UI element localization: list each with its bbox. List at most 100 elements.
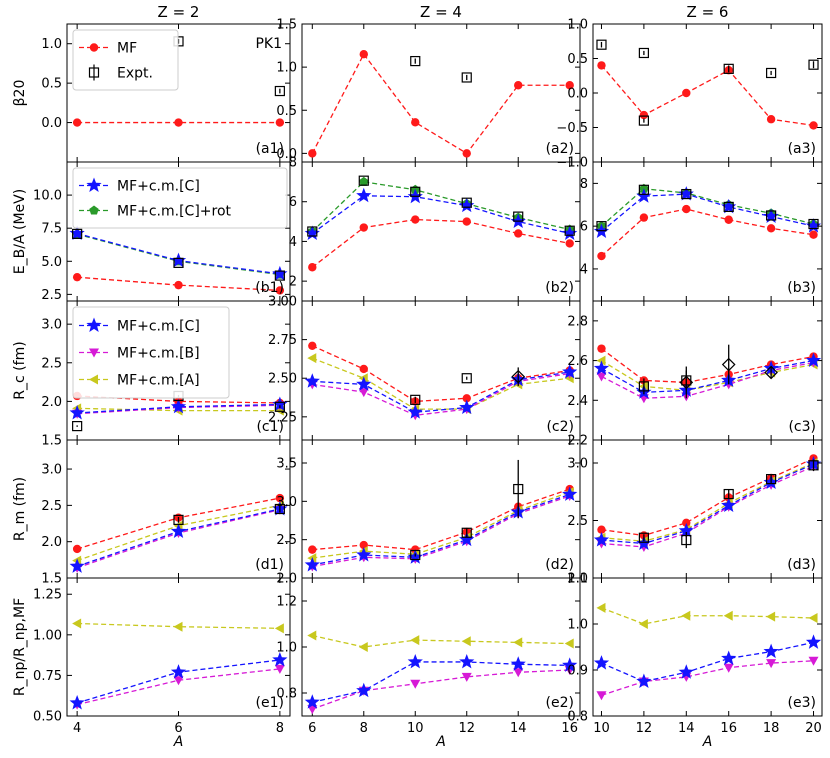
data-point-cmb [596, 372, 607, 382]
y-tick-label: 2.50 [268, 372, 297, 387]
data-point-cmc [721, 497, 737, 513]
panel-b3: 4 6 8 (b3) [580, 161, 823, 302]
panel-label: (b1) [255, 280, 284, 296]
data-point-cmc [356, 376, 372, 391]
series-line-cmc [601, 463, 814, 545]
panel-label: (d3) [787, 557, 816, 573]
x-axis-label: A [702, 734, 713, 750]
y-tick-label: 7.5 [41, 222, 62, 237]
data-point-cmc [593, 532, 610, 547]
y-tick-label: 4 [580, 262, 588, 277]
x-tick-label: 12 [458, 721, 475, 736]
series-line-cma [312, 634, 570, 648]
y-tick-label: 1.0 [276, 641, 297, 656]
data-point-mf [275, 493, 285, 503]
data-point-cmc [459, 653, 475, 669]
x-tick-label: 12 [636, 721, 653, 736]
data-point-mf [682, 204, 691, 214]
y-tick-label: 2.75 [268, 333, 297, 348]
series-line-mf [311, 218, 570, 268]
series-line-cmc [77, 403, 280, 414]
data-point-mf [809, 230, 818, 239]
expt-point [274, 85, 285, 97]
series-line-cmb [601, 465, 814, 548]
expt-point [766, 474, 777, 485]
data-point-mf [809, 121, 818, 130]
data-point-mf [597, 525, 606, 534]
data-point-cmc [562, 657, 578, 672]
data-point-cma [808, 613, 818, 624]
plot-area [308, 49, 574, 158]
data-point-cmc [407, 653, 423, 669]
y-tick-label: 2.8 [567, 314, 588, 329]
data-point-cmc [593, 655, 610, 670]
plot-area [593, 602, 822, 701]
legend-label-cmc: MF+c.m.[C] [117, 319, 200, 335]
y-tick-label: 6 [289, 195, 297, 210]
expt-point [808, 460, 819, 471]
y-tick-label: 2.4 [567, 394, 588, 409]
row-labels: β20 E_B/A (MeV) R_c (fm) R_m (fm) R_np/R_np,… [12, 80, 28, 697]
plot-area [304, 630, 578, 715]
data-point-cmc [272, 651, 288, 667]
data-point-mf [411, 215, 420, 224]
panel-label: (e3) [788, 695, 816, 711]
series-line-rot [601, 188, 814, 227]
plot-area [596, 39, 819, 130]
expt-point [681, 188, 692, 200]
legend-marker-cmb [89, 348, 99, 358]
data-point-cmc [678, 664, 694, 679]
data-point-cmb [307, 705, 318, 715]
panel-c3: 2.2 2.4 2.6 2.8 (c3) [567, 300, 823, 449]
data-point-mf [359, 540, 368, 550]
x-axis-label: A [435, 734, 446, 750]
data-point-mf [275, 286, 285, 295]
model-annotation: PK1 [255, 36, 282, 52]
y-tick-label: 0.0 [567, 87, 588, 102]
legend-box [72, 29, 179, 91]
data-point-mf [174, 280, 183, 290]
x-tick-label: 10 [407, 721, 424, 736]
y-tick-label: −0.5 [556, 121, 588, 136]
data-point-mf [766, 115, 776, 124]
expt-point [764, 365, 778, 380]
data-point-cmc [562, 486, 578, 501]
x-tick-label: 16 [720, 721, 737, 736]
y-tick-label: 1.25 [33, 588, 62, 603]
data-point-cmc [593, 360, 610, 375]
panel-label: (c2) [546, 419, 574, 435]
legend-label-mf: MF [117, 41, 137, 57]
expt-point [638, 47, 649, 59]
plot-area [593, 183, 822, 261]
data-point-cmb [766, 659, 777, 669]
data-point-mf [72, 272, 82, 282]
expt-point [766, 210, 777, 221]
legend-label-rot: MF+c.m.[C]+rot [117, 204, 232, 220]
legend-box [72, 306, 230, 399]
data-point-rot [359, 176, 369, 186]
expt-point [596, 39, 607, 50]
plot-area [593, 454, 822, 552]
y-tick-label: 0.0 [276, 147, 297, 162]
plot-area [593, 344, 822, 404]
data-point-mf [639, 213, 649, 222]
x-tick-label: 14 [510, 721, 527, 736]
data-point-mf [359, 49, 368, 59]
panel-frame [592, 577, 823, 717]
panel-label: (a1) [256, 141, 284, 157]
y-tick-label: 1.0 [41, 37, 62, 52]
data-point-mf [462, 149, 471, 158]
data-point-cmc [170, 664, 187, 679]
x-tick-label: 18 [763, 721, 780, 736]
x-tick-label: 20 [805, 721, 822, 736]
data-point-mf [359, 364, 368, 374]
x-tick-label: 10 [593, 721, 610, 736]
expt-point [72, 228, 83, 239]
panel-label: (b3) [787, 280, 816, 296]
series-line-cmb [601, 361, 814, 399]
panel-label: (c1) [256, 419, 284, 435]
data-point-mf [766, 224, 776, 233]
data-point-cmc [763, 208, 779, 223]
panel-d2: 2.0 2.5 3.0 3.5 (d2) [276, 439, 581, 587]
